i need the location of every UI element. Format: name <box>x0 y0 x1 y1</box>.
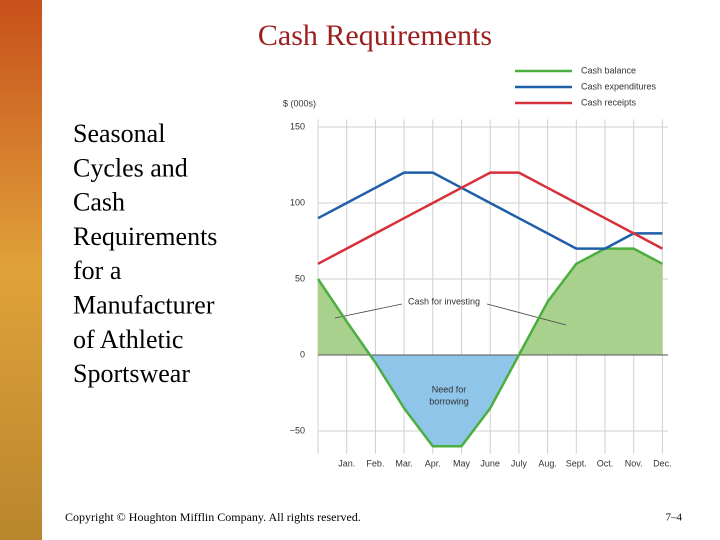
x-tick-label: Jan. <box>338 458 355 468</box>
x-tick-label: July <box>511 458 528 468</box>
x-tick-label: Apr. <box>425 458 441 468</box>
annotation: Cash for investing <box>408 296 480 306</box>
x-tick-label: Sept. <box>566 458 587 468</box>
x-tick-label: June <box>480 458 500 468</box>
side-decoration <box>0 0 42 540</box>
y-axis-label: $ (000s) <box>283 98 316 108</box>
chart: −50 0 50 100 150 Jan. Feb. Mar. Apr. May June July A… <box>283 65 672 468</box>
body-line: for a <box>73 256 122 285</box>
legend-label: Cash expenditures <box>581 81 657 91</box>
x-tick-label: Dec. <box>653 458 672 468</box>
body-line: Seasonal <box>73 119 165 148</box>
x-tick-label: Feb. <box>366 458 384 468</box>
slide-title: Cash Requirements <box>258 19 492 52</box>
y-tick-label: −50 <box>290 425 305 435</box>
legend-label: Cash receipts <box>581 97 637 107</box>
body-text: Seasonal Cycles and Cash Requirements for a M… <box>73 119 217 388</box>
leader-line <box>486 303 567 326</box>
annotation: Need for <box>432 384 467 394</box>
body-line: Requirements <box>73 222 217 251</box>
body-line: Cycles and <box>73 153 188 182</box>
body-line: Sportswear <box>73 359 190 388</box>
page-number: 7–4 <box>666 512 683 524</box>
y-tick-label: 100 <box>290 197 305 207</box>
leader-line <box>334 303 403 319</box>
x-tick-label: Mar. <box>395 458 413 468</box>
area-negative <box>318 355 663 447</box>
series-line <box>317 171 663 250</box>
x-tick-label: Oct. <box>597 458 614 468</box>
y-tick-label: 50 <box>295 273 305 283</box>
series-line <box>317 171 663 265</box>
x-tick-label: Nov. <box>625 458 643 468</box>
y-tick-label: 0 <box>300 349 305 359</box>
body-line: Manufacturer <box>73 290 215 319</box>
x-tick-label: Aug. <box>538 458 557 468</box>
x-tick-label: May <box>453 458 471 468</box>
y-tick-label: 150 <box>290 121 305 131</box>
body-line: Cash <box>73 188 125 217</box>
body-line: of Athletic <box>73 325 183 354</box>
annotation: borrowing <box>429 396 469 406</box>
area-positive <box>318 248 663 356</box>
footer: Copyright © Houghton Mifflin Company. Al… <box>65 510 361 524</box>
legend-label: Cash balance <box>581 65 636 75</box>
